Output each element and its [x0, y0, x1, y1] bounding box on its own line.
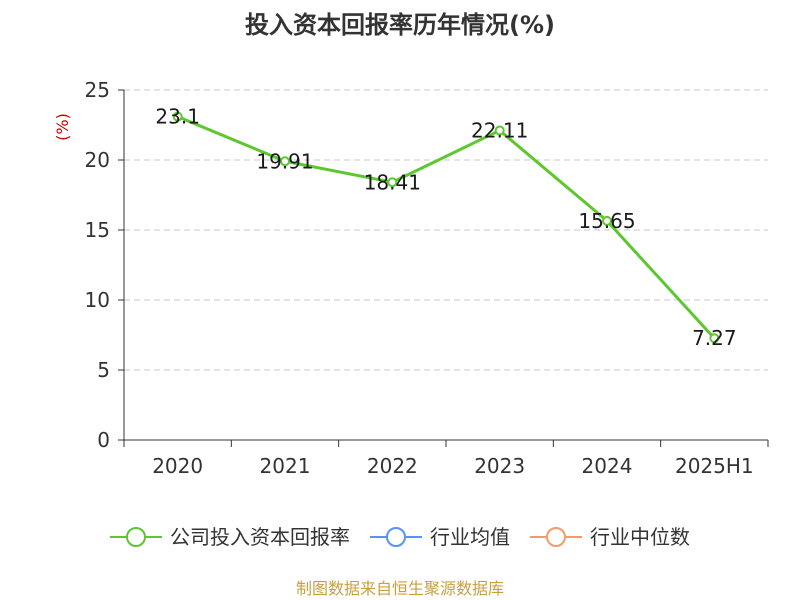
series-layer	[172, 111, 720, 344]
legend-label: 行业中位数	[590, 525, 690, 549]
data-point[interactable]	[172, 111, 183, 122]
legend-item[interactable]: 行业均值	[370, 525, 510, 549]
data-label: 7.27	[692, 326, 737, 350]
grid-lines	[124, 89, 768, 371]
data-point[interactable]	[602, 215, 612, 226]
y-tick-label: 10	[85, 288, 110, 312]
data-label: 15.65	[578, 209, 635, 233]
legend-label: 公司投入资本回报率	[170, 525, 350, 549]
data-source: 制图数据来自恒生聚源数据库	[296, 579, 504, 598]
legend-marker-icon	[546, 527, 566, 547]
x-tick-label: 2021	[260, 454, 311, 478]
legend-label: 行业均值	[430, 525, 510, 549]
legend-marker-icon	[126, 527, 146, 547]
y-tick-label: 5	[97, 358, 110, 382]
x-tick-label: 2023	[474, 454, 525, 478]
axes: 0 5 10 15 20 25 2020 2021 2022 2023 2024 2025H1	[85, 78, 769, 478]
y-tick-label: 20	[85, 148, 110, 172]
x-tick-label: 2022	[367, 454, 418, 478]
data-label: 22.11	[471, 118, 528, 142]
data-point[interactable]	[387, 177, 398, 188]
series-line	[177, 115, 716, 340]
data-point[interactable]	[709, 333, 720, 344]
legend-item[interactable]: 公司投入资本回报率	[110, 525, 350, 549]
legend: 公司投入资本回报率 行业均值 行业中位数	[110, 525, 690, 549]
y-tick-label: 0	[97, 428, 110, 452]
data-label: 23.1	[155, 105, 200, 129]
data-point[interactable]	[280, 156, 290, 167]
data-label: 19.91	[256, 149, 313, 173]
x-tick-label: 2020	[152, 454, 203, 478]
y-tick-label: 25	[85, 78, 110, 102]
x-tick-label: 2024	[582, 454, 633, 478]
data-label: 18.41	[364, 170, 421, 194]
legend-item[interactable]: 行业中位数	[530, 525, 690, 549]
data-labels: 23.1 19.91 18.41 22.11 15.65 7.27	[155, 105, 736, 351]
chart-title: 投入资本回报率历年情况(%)	[245, 11, 555, 39]
y-tick-label: 15	[85, 218, 110, 242]
data-point[interactable]	[494, 125, 505, 136]
legend-marker-icon	[386, 527, 406, 547]
x-tick-label: 2025H1	[675, 454, 754, 478]
y-axis-unit: (%)	[53, 113, 72, 141]
